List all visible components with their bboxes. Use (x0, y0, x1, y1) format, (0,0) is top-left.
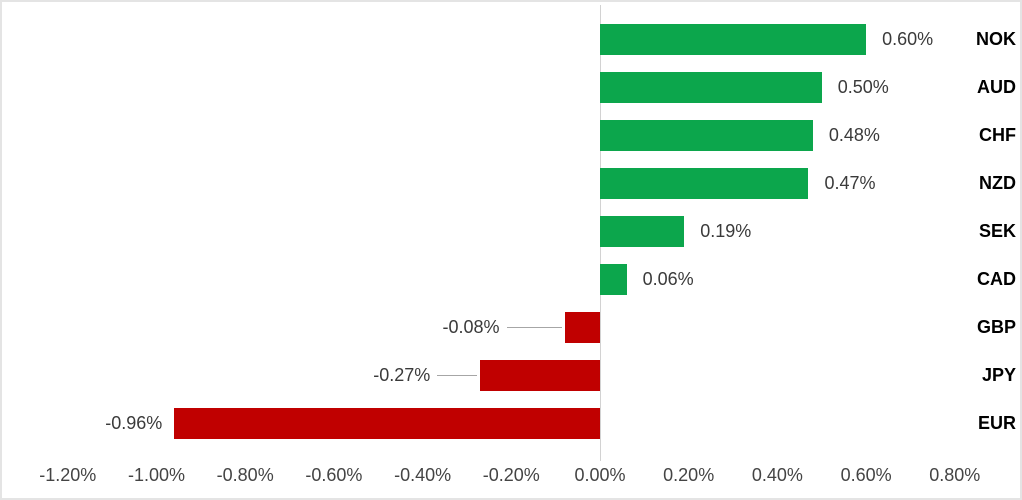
category-label-eur: EUR (977, 413, 1016, 433)
category-label-cad: CAD (977, 269, 1016, 289)
bar-nzd (600, 168, 809, 199)
x-axis-tick-label: 0.60% (840, 465, 892, 485)
category-label-chf: CHF (979, 125, 1016, 145)
x-axis-tick-label: 0.40% (751, 465, 803, 485)
value-label-nzd: 0.47% (824, 173, 876, 193)
value-label-jpy: -0.27% (373, 365, 431, 385)
value-label-sek: 0.19% (700, 221, 752, 241)
value-label-chf: 0.48% (828, 125, 880, 145)
bar-gbp (564, 312, 600, 343)
x-axis-tick-label: -0.80% (216, 465, 274, 485)
category-label-jpy: JPY (981, 365, 1016, 385)
bar-nok (600, 24, 867, 55)
value-label-gbp: -0.08% (442, 317, 500, 337)
x-axis-tick-label: -1.20% (39, 465, 97, 485)
x-axis-tick-label: -0.40% (394, 465, 452, 485)
x-axis-tick-label: 0.00% (574, 465, 626, 485)
value-label-nok: 0.60% (882, 29, 934, 49)
category-label-nok: NOK (976, 29, 1016, 49)
category-label-nzd: NZD (979, 173, 1016, 193)
x-axis-tick-label: 0.80% (929, 465, 981, 485)
bar-cad (600, 264, 627, 295)
value-label-cad: 0.06% (642, 269, 694, 289)
leader-line-jpy (437, 375, 478, 376)
value-label-eur: -0.96% (105, 413, 163, 433)
bar-eur (174, 408, 600, 439)
x-axis-tick-label: -0.20% (482, 465, 540, 485)
leader-line-gbp (506, 327, 562, 328)
bar-aud (600, 72, 822, 103)
x-axis-tick-label: 0.20% (663, 465, 715, 485)
category-label-aud: AUD (977, 77, 1016, 97)
category-label-sek: SEK (978, 221, 1016, 241)
bar-jpy (480, 360, 600, 391)
category-label-gbp: GBP (976, 317, 1016, 337)
bar-sek (600, 216, 685, 247)
x-axis-tick-label: -0.60% (305, 465, 363, 485)
bar-chf (600, 120, 813, 151)
value-label-aud: 0.50% (837, 77, 889, 97)
x-axis-tick-label: -1.00% (127, 465, 186, 485)
